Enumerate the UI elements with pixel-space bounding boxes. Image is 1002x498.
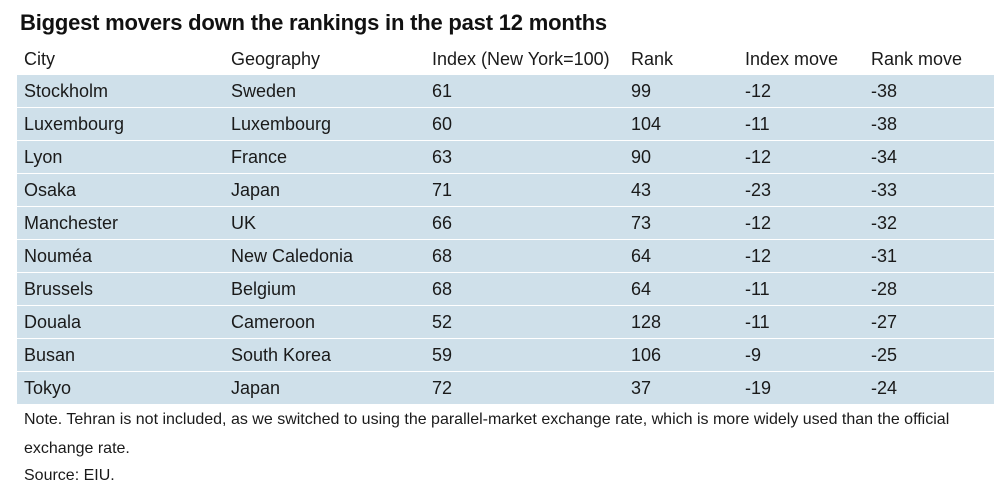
cell-index-move: -12	[738, 239, 864, 273]
table-note: Note. Tehran is not included, as we swit…	[24, 411, 950, 457]
cell-rank-move: -38	[864, 107, 994, 141]
cell-rank: 64	[624, 239, 738, 273]
cell-geography: New Caledonia	[224, 239, 425, 273]
cell-rank: 99	[624, 75, 738, 108]
cell-geography: Japan	[224, 173, 425, 207]
column-header-city: City	[24, 48, 55, 69]
cell-rank: 43	[624, 173, 738, 207]
cell-rank-move: -34	[864, 140, 994, 174]
table-row: Busan South Korea 59 106 -9 -25	[17, 338, 994, 372]
cell-index: 59	[425, 338, 624, 372]
cell-rank: 106	[624, 338, 738, 372]
cell-rank-move: -38	[864, 75, 994, 108]
cell-geography: Sweden	[224, 75, 425, 108]
cell-rank: 90	[624, 140, 738, 174]
cell-city: Tokyo	[17, 371, 224, 404]
column-header-index: Index (New York=100)	[432, 48, 610, 69]
cell-city: Nouméa	[17, 239, 224, 273]
cell-index: 60	[425, 107, 624, 141]
cell-geography: Belgium	[224, 272, 425, 306]
cell-index-move: -12	[738, 140, 864, 174]
cell-index-move: -11	[738, 107, 864, 141]
column-header-rank: Rank	[631, 48, 674, 69]
table-row: Luxembourg Luxembourg 60 104 -11 -38	[17, 107, 994, 141]
cell-index: 72	[425, 371, 624, 404]
table-header-row: City Geography Index (New York=100) Rank…	[17, 43, 994, 75]
table-row: Lyon France 63 90 -12 -34	[17, 140, 994, 174]
table-row: Stockholm Sweden 61 99 -12 -38	[17, 75, 994, 108]
cell-geography: France	[224, 140, 425, 174]
cell-rank-move: -32	[864, 206, 994, 240]
cell-geography: South Korea	[224, 338, 425, 372]
cell-index: 71	[425, 173, 624, 207]
cell-index-move: -19	[738, 371, 864, 404]
cell-rank: 104	[624, 107, 738, 141]
cell-index-move: -11	[738, 272, 864, 306]
table-row: Brussels Belgium 68 64 -11 -28	[17, 272, 994, 306]
cell-rank-move: -25	[864, 338, 994, 372]
cell-index-move: -23	[738, 173, 864, 207]
cell-city: Manchester	[17, 206, 224, 240]
cell-rank: 128	[624, 305, 738, 339]
table-title: Biggest movers down the rankings in the …	[20, 10, 607, 35]
cell-rank: 64	[624, 272, 738, 306]
cell-index: 68	[425, 239, 624, 273]
cell-city: Luxembourg	[17, 107, 224, 141]
column-header-geography: Geography	[231, 48, 321, 69]
cell-geography: Luxembourg	[224, 107, 425, 141]
cell-index: 63	[425, 140, 624, 174]
cell-rank: 73	[624, 206, 738, 240]
cell-city: Douala	[17, 305, 224, 339]
cell-index-move: -11	[738, 305, 864, 339]
cell-city: Brussels	[17, 272, 224, 306]
column-header-rank-move: Rank move	[871, 48, 963, 69]
cell-index-move: -12	[738, 206, 864, 240]
cell-geography: UK	[224, 206, 425, 240]
cell-index: 61	[425, 75, 624, 108]
table-row: Nouméa New Caledonia 68 64 -12 -31	[17, 239, 994, 273]
cell-rank-move: -24	[864, 371, 994, 404]
cell-rank: 37	[624, 371, 738, 404]
column-header-index-move: Index move	[745, 48, 839, 69]
table-row: Douala Cameroon 52 128 -11 -27	[17, 305, 994, 339]
cell-index: 68	[425, 272, 624, 306]
cell-city: Osaka	[17, 173, 224, 207]
cell-index-move: -12	[738, 75, 864, 108]
rankings-table: City Geography Index (New York=100) Rank…	[17, 43, 994, 404]
cell-geography: Cameroon	[224, 305, 425, 339]
cell-index: 52	[425, 305, 624, 339]
source-line: Source: EIU.	[24, 467, 115, 484]
cell-rank-move: -28	[864, 272, 994, 306]
table-row: Manchester UK 66 73 -12 -32	[17, 206, 994, 240]
cell-rank-move: -27	[864, 305, 994, 339]
cell-city: Lyon	[17, 140, 224, 174]
cell-geography: Japan	[224, 371, 425, 404]
cell-city: Busan	[17, 338, 224, 372]
table-row: Tokyo Japan 72 37 -19 -24	[17, 371, 994, 404]
cell-index-move: -9	[738, 338, 864, 372]
cell-rank-move: -31	[864, 239, 994, 273]
cell-city: Stockholm	[17, 75, 224, 108]
table-row: Osaka Japan 71 43 -23 -33	[17, 173, 994, 207]
cell-index: 66	[425, 206, 624, 240]
cell-rank-move: -33	[864, 173, 994, 207]
